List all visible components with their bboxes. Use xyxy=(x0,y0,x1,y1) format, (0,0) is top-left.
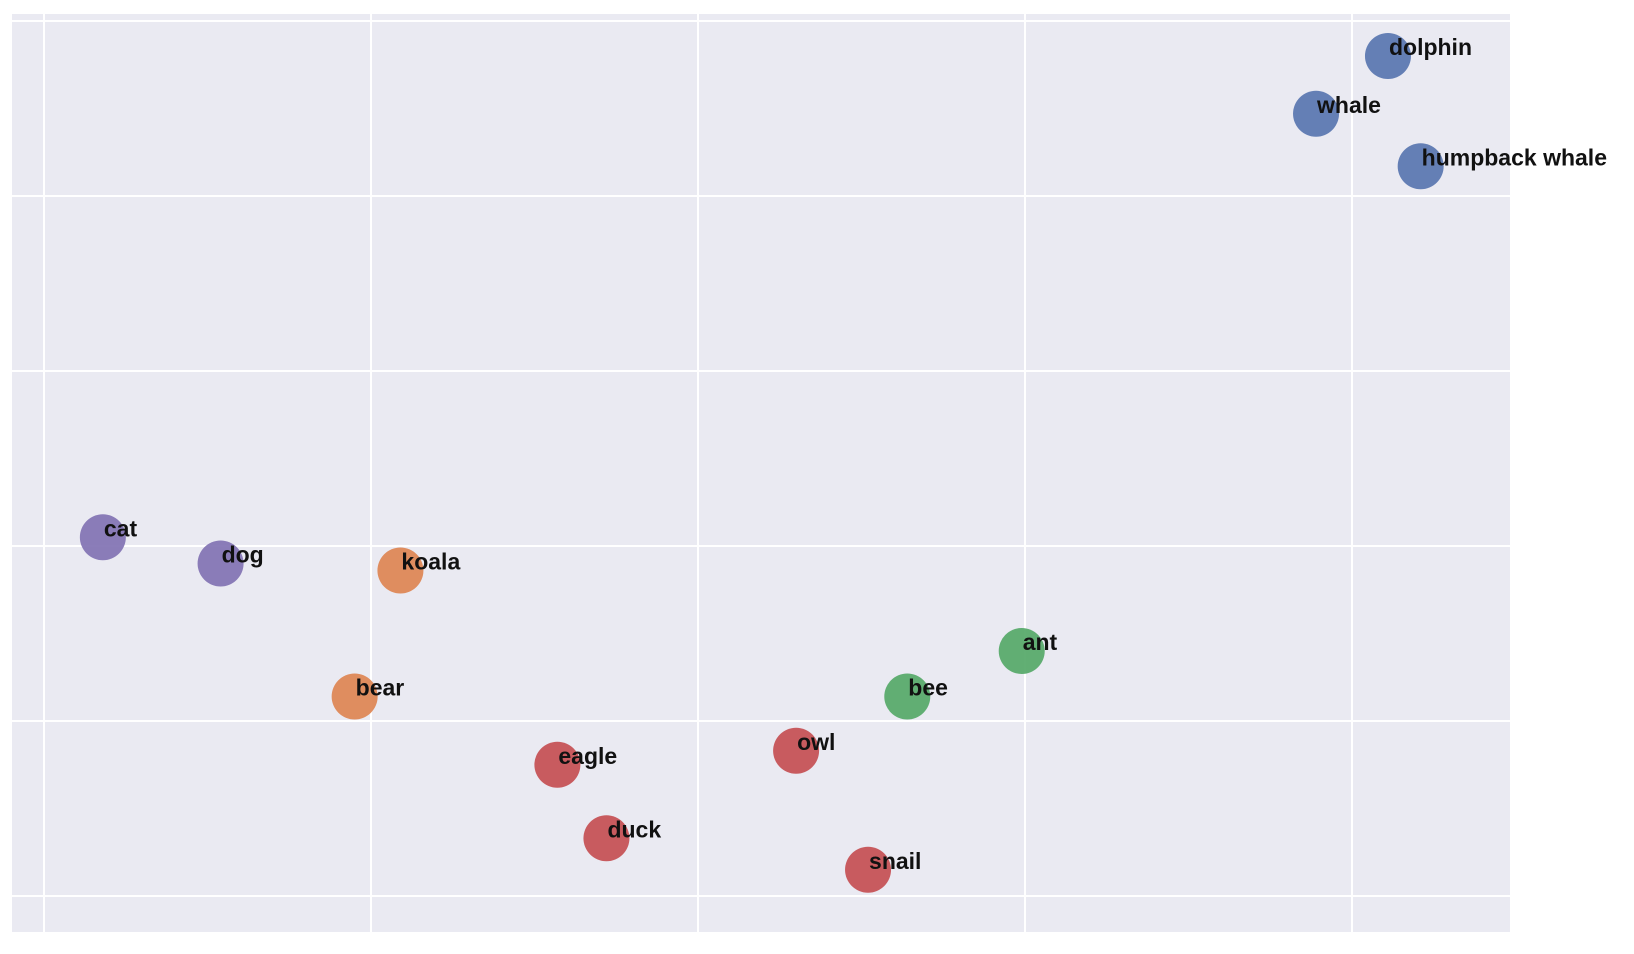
point-ant xyxy=(998,628,1045,674)
label-koala: koala xyxy=(401,549,460,575)
point-owl xyxy=(773,727,820,774)
label-dog: dog xyxy=(222,542,264,568)
label-bear: bear xyxy=(356,675,405,701)
point-snail xyxy=(845,846,892,893)
point-duck xyxy=(583,815,630,862)
point-dog xyxy=(197,540,244,587)
label-duck: duck xyxy=(607,816,661,842)
label-whale: whale xyxy=(1316,92,1381,118)
point-bear xyxy=(331,673,378,720)
point-bee xyxy=(884,673,931,720)
label-owl: owl xyxy=(797,729,835,755)
point-humpback-whale xyxy=(1397,143,1444,190)
grid-lines xyxy=(12,14,1510,932)
point-koala xyxy=(377,547,424,594)
point-dolphin xyxy=(1364,33,1411,79)
label-bee: bee xyxy=(908,675,948,701)
label-ant: ant xyxy=(1023,629,1058,655)
label-humpback-whale: humpback whale xyxy=(1422,144,1607,170)
point-cat xyxy=(79,514,126,561)
label-cat: cat xyxy=(104,515,138,541)
label-snail: snail xyxy=(869,848,921,874)
label-dolphin: dolphin xyxy=(1389,34,1472,60)
point-eagle xyxy=(534,741,581,788)
label-eagle: eagle xyxy=(558,743,617,769)
data-points xyxy=(79,33,1444,893)
point-labels: dolphin whale humpback whale cat dog koala bea… xyxy=(104,34,1607,874)
point-whale xyxy=(1293,90,1340,137)
plot-area xyxy=(12,14,1510,932)
